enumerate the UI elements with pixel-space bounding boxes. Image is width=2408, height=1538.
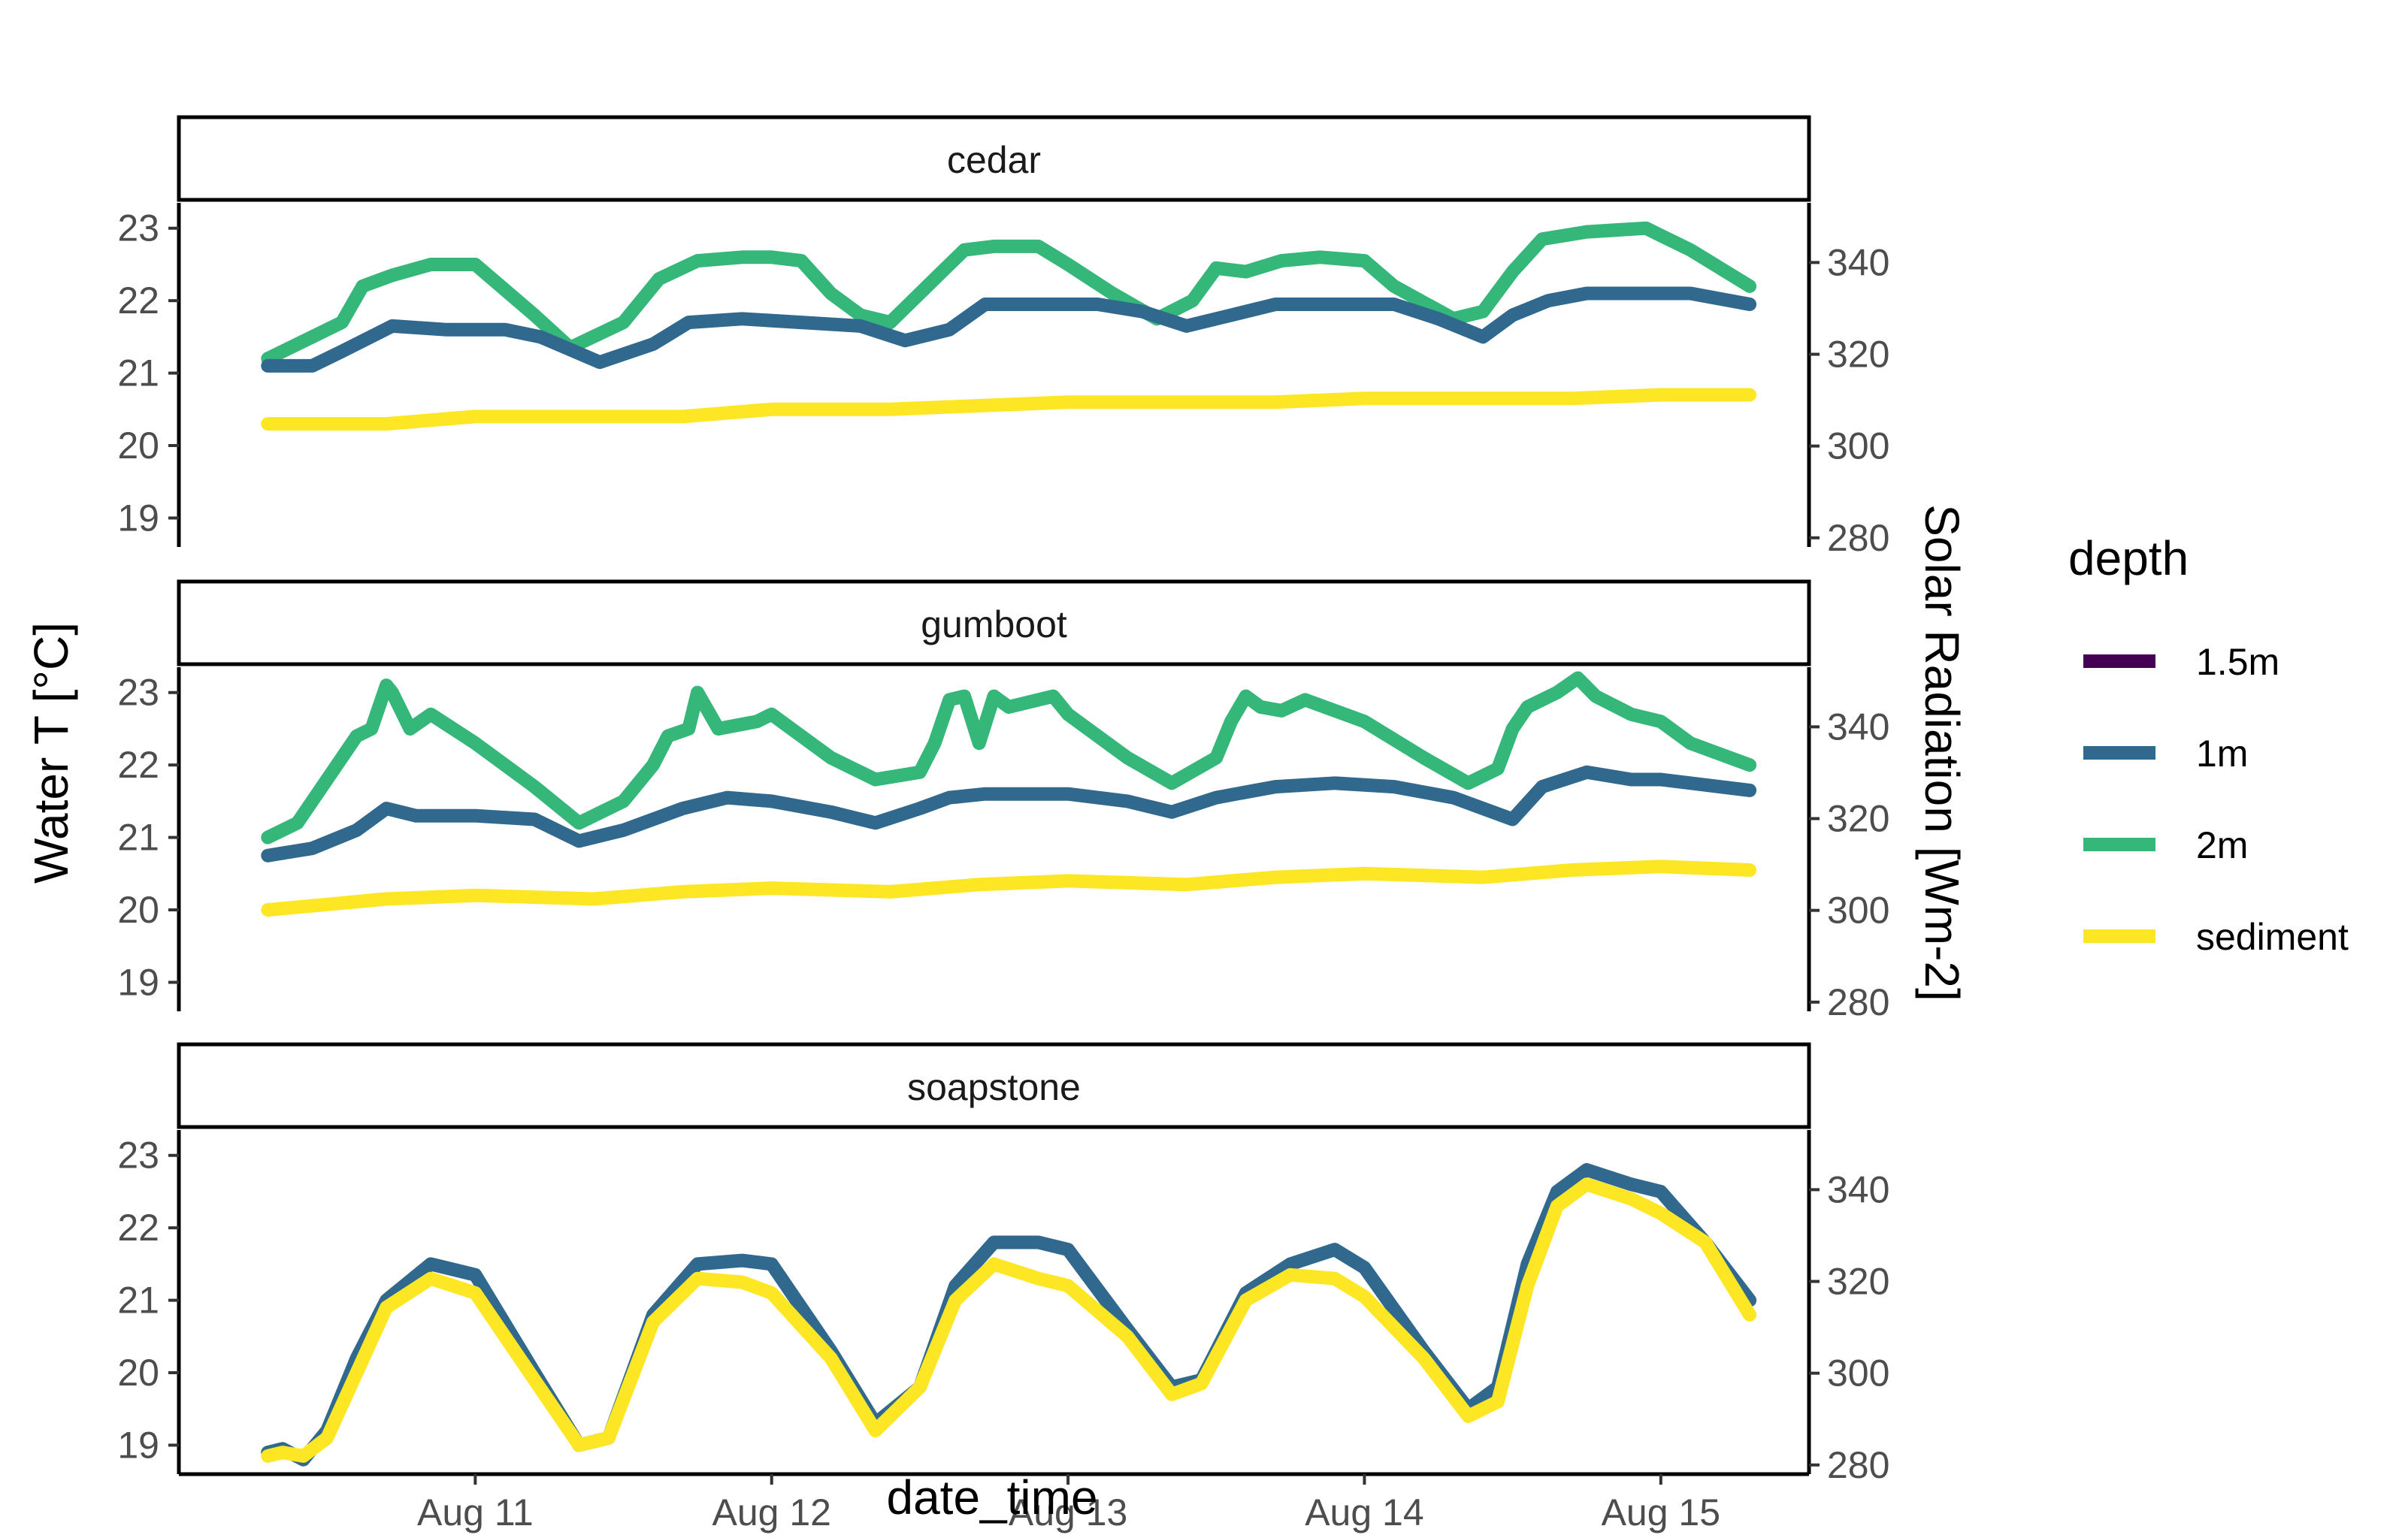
y-tick-label-right: 340: [1827, 1168, 1889, 1210]
x-tick-label: Aug 15: [1602, 1491, 1720, 1533]
series-line-gumboot-1m: [261, 765, 1757, 863]
y-tick-label-right: 300: [1827, 425, 1889, 467]
y-tick-label-right: 340: [1827, 706, 1889, 748]
legend: depth 1.5m 1m 2m sediment: [2068, 531, 2349, 958]
y-tick-label-left: 23: [117, 672, 159, 714]
series-line-cedar-1m: [261, 286, 1757, 373]
x-axis-title: date_time: [886, 1470, 1097, 1524]
legend-label-2m: 2m: [2196, 824, 2248, 866]
x-tick-label: Aug 13: [1009, 1491, 1127, 1533]
series-line-soapstone-sediment: [261, 1177, 1757, 1463]
y-tick-label-right: 280: [1827, 517, 1889, 559]
y-tick-label-left: 23: [117, 207, 159, 249]
y-tick-label-left: 21: [117, 1280, 159, 1322]
y-tick-label-right: 320: [1827, 1261, 1889, 1303]
legend-title: depth: [2068, 531, 2189, 585]
series-line-gumboot-2m: [261, 671, 1757, 845]
y-tick-label-right: 280: [1827, 981, 1889, 1023]
y-axis-title-left: Water T [°C]: [24, 622, 78, 884]
series-line-cedar-sediment: [261, 388, 1757, 431]
y-tick-label-left: 19: [117, 497, 159, 539]
facet-panel-cedar: cedar 19 20 21 22 23 280 300 320 340: [117, 115, 1889, 559]
y-tick-label-left: 22: [117, 1207, 159, 1249]
y-tick-label-left: 21: [117, 817, 159, 859]
strip-label-gumboot: gumboot: [921, 603, 1067, 645]
y-tick-label-left: 20: [117, 425, 159, 467]
series-line-cedar-2m: [261, 221, 1757, 366]
y-axis-title-right: Solar Radiation [Wm-2]: [1915, 504, 1969, 1002]
legend-label-1.5m: 1.5m: [2196, 641, 2279, 683]
y-tick-label-right: 300: [1827, 890, 1889, 932]
y-tick-label-left: 20: [117, 1352, 159, 1394]
y-tick-label-left: 19: [117, 1424, 159, 1466]
y-tick-label-left: 20: [117, 889, 159, 931]
y-tick-label-right: 300: [1827, 1352, 1889, 1394]
series-line-gumboot-sediment: [261, 860, 1757, 917]
x-tick-label: Aug 14: [1305, 1491, 1423, 1533]
x-tick-label: Aug 11: [417, 1491, 534, 1533]
facet-panel-gumboot: gumboot 19 20 21 22 23 280 300 320 340: [117, 579, 1889, 1023]
facet-panel-soapstone: soapstone 19 20 21 22 23 280 300 320 340: [117, 1042, 1889, 1486]
x-tick-label: Aug 12: [712, 1491, 830, 1533]
y-tick-label-right: 320: [1827, 334, 1889, 376]
y-tick-label-left: 19: [117, 961, 159, 1003]
strip-label-cedar: cedar: [947, 139, 1041, 181]
strip-box: [177, 115, 1811, 202]
y-tick-label-left: 22: [117, 279, 159, 322]
strip-box: [177, 1042, 1811, 1129]
y-tick-label-left: 22: [117, 744, 159, 786]
y-tick-label-left: 23: [117, 1135, 159, 1177]
y-tick-label-right: 340: [1827, 241, 1889, 283]
strip-box: [177, 579, 1811, 666]
legend-label-sediment: sediment: [2196, 916, 2349, 958]
x-axis: Aug 11 Aug 12 Aug 13 Aug 14 Aug 15: [417, 1474, 1720, 1533]
strip-label-soapstone: soapstone: [907, 1066, 1081, 1108]
legend-label-1m: 1m: [2196, 733, 2248, 775]
y-tick-label-left: 21: [117, 352, 159, 394]
y-tick-label-right: 320: [1827, 798, 1889, 840]
y-tick-label-right: 280: [1827, 1444, 1889, 1486]
panels-layer: cedar 19 20 21 22 23 280 300 320 340 gumboot 19 20 21…: [117, 115, 1889, 1486]
